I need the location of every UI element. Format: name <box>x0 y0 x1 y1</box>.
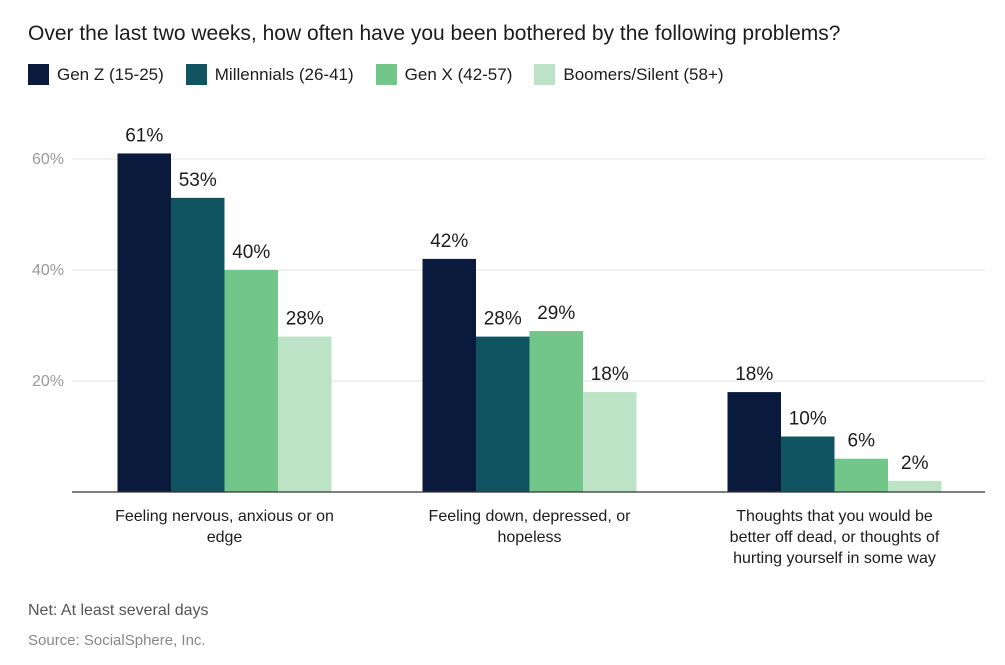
y-tick-label: 40% <box>32 262 64 279</box>
bar <box>224 270 278 492</box>
legend-swatch <box>28 64 49 85</box>
bar <box>476 336 530 492</box>
y-tick-label: 20% <box>32 373 64 390</box>
bar <box>888 480 942 492</box>
bar <box>727 392 781 492</box>
legend-item-millennials: Millennials (26-41) <box>185 64 354 85</box>
y-tick-label: 60% <box>32 151 64 168</box>
legend-label: Gen Z (15-25) <box>57 64 164 84</box>
data-label: 53% <box>179 170 217 191</box>
data-label: 28% <box>286 309 324 330</box>
bar <box>171 197 225 492</box>
legend-swatch <box>185 64 207 85</box>
bar <box>834 458 888 492</box>
data-label: 61% <box>125 125 163 146</box>
data-label: 10% <box>789 409 827 430</box>
bar <box>781 436 835 492</box>
data-label: 6% <box>848 431 876 452</box>
bar <box>422 258 476 492</box>
bar <box>117 153 171 492</box>
legend-item-gen-z: Gen Z (15-25) <box>28 64 164 85</box>
bar <box>278 336 332 492</box>
bar-chart: 20% 40% 60% 61% 53% 40% 28% Feeling nervous, an… <box>32 125 985 567</box>
data-label: 28% <box>484 309 522 330</box>
data-label: 18% <box>735 364 773 385</box>
legend-label: Millennials (26-41) <box>214 64 354 84</box>
data-label: 18% <box>591 364 629 385</box>
data-label: 2% <box>901 453 929 474</box>
bar <box>529 331 583 492</box>
legend-item-gen-x: Gen X (42-57) <box>375 64 513 85</box>
legend: Gen Z (15-25) Millennials (26-41) Gen X … <box>28 64 746 85</box>
data-label: 40% <box>232 242 270 263</box>
legend-item-boomers: Boomers/Silent (58+) <box>534 64 724 85</box>
bar <box>583 392 637 492</box>
legend-swatch <box>534 64 556 85</box>
chart-title: Over the last two weeks, how often have … <box>28 22 841 45</box>
data-label: 29% <box>537 303 575 324</box>
x-tick-label: Feeling down, depressed, or hopeless <box>429 508 632 546</box>
legend-label: Gen X (42-57) <box>404 64 513 84</box>
legend-label: Boomers/Silent (58+) <box>563 64 724 84</box>
legend-swatch <box>375 64 397 85</box>
data-label: 42% <box>430 231 468 252</box>
footnote: Net: At least several days <box>28 602 209 619</box>
x-tick-label: Feeling nervous, anxious or on edge <box>115 508 334 546</box>
source-note: Source: SocialSphere, Inc. <box>28 632 206 649</box>
x-tick-label: Thoughts that you would be better off dea… <box>730 508 940 567</box>
